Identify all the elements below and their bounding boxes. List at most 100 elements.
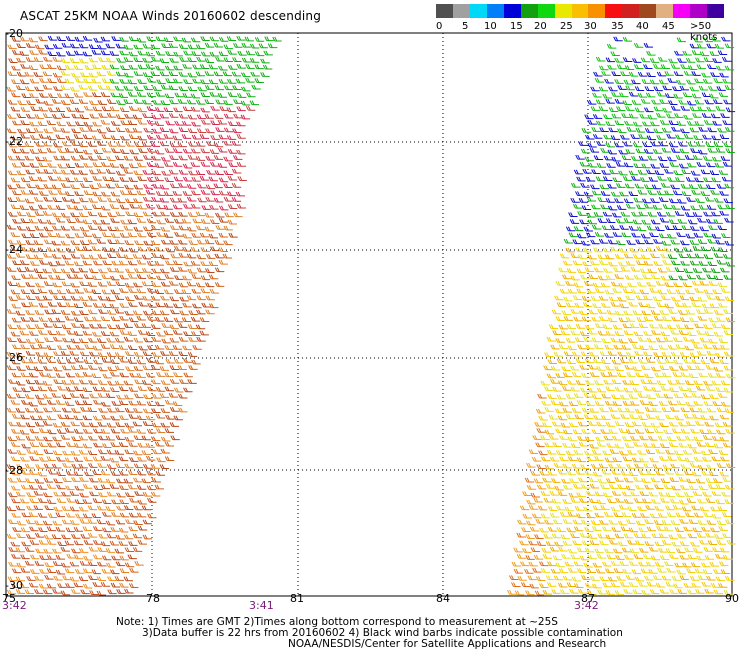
footnote-line-2: 3)Data buffer is 22 hrs from 20160602 4)… — [142, 627, 623, 639]
wind-barb — [617, 351, 627, 357]
wind-barb — [69, 86, 80, 92]
wind-barb — [666, 567, 676, 573]
wind-barb — [20, 189, 31, 195]
wind-barb — [702, 491, 712, 497]
wind-barb — [706, 407, 717, 413]
legend-swatch — [571, 4, 589, 18]
wind-barb — [11, 583, 21, 589]
wind-barb — [665, 492, 676, 498]
wind-barb — [656, 358, 666, 364]
wind-barb — [623, 533, 634, 539]
wind-barb — [631, 211, 641, 217]
wind-barb — [670, 239, 680, 245]
wind-barb — [681, 506, 692, 512]
wind-barb — [25, 295, 36, 301]
wind-barb — [61, 42, 71, 48]
wind-barb — [129, 203, 139, 209]
wind-barb — [717, 506, 728, 512]
footnotes: Note: 1) Times are GMT 2)Times along bot… — [116, 617, 623, 650]
wind-barb — [586, 99, 597, 105]
wind-barb — [120, 65, 130, 70]
wind-barb — [648, 491, 658, 497]
wind-barb — [643, 351, 653, 357]
wind-barb — [119, 512, 130, 518]
wind-barb — [118, 541, 128, 546]
wind-barb — [91, 204, 102, 210]
wind-barb — [620, 266, 631, 272]
wind-barb — [92, 191, 102, 197]
wind-barb — [7, 211, 18, 217]
wind-barb — [214, 85, 225, 91]
wind-barb — [550, 400, 561, 406]
wind-barb — [24, 155, 34, 161]
wind-barb — [57, 414, 67, 419]
wind-barb — [644, 519, 654, 524]
wind-barb — [73, 428, 84, 434]
wind-barb — [685, 309, 696, 315]
wind-barb — [111, 555, 121, 561]
wind-barb — [196, 56, 206, 62]
wind-barb — [596, 499, 606, 505]
wind-barb — [34, 310, 44, 315]
wind-barb — [598, 275, 608, 281]
wind-barb — [96, 141, 107, 146]
wind-barb — [34, 575, 44, 581]
wind-barb — [643, 42, 654, 48]
wind-barb — [646, 337, 657, 343]
wind-barb — [622, 323, 632, 329]
wind-barb — [511, 582, 521, 588]
wind-barb — [100, 316, 111, 322]
wind-barb — [660, 331, 671, 337]
wind-barb — [156, 372, 166, 377]
wind-barb — [564, 506, 575, 512]
wind-barb — [124, 72, 134, 78]
wind-barb — [145, 372, 156, 378]
wind-barb — [716, 259, 727, 265]
wind-barb — [11, 148, 21, 154]
wind-barb — [599, 576, 609, 582]
wind-barb — [698, 126, 708, 132]
wind-barb — [607, 149, 617, 155]
wind-barb — [611, 156, 621, 162]
wind-barb — [218, 78, 229, 84]
wind-barb — [546, 582, 557, 587]
wind-barb — [661, 240, 672, 246]
wind-barb — [240, 114, 251, 120]
wind-barb — [654, 484, 664, 489]
wind-barb — [133, 198, 143, 203]
wind-barb — [160, 268, 170, 274]
wind-barb — [218, 51, 229, 57]
wind-barb — [83, 316, 94, 322]
wind-barb — [617, 128, 627, 134]
wind-barb — [644, 406, 655, 412]
wind-barb — [572, 519, 583, 525]
wind-barb — [97, 226, 107, 231]
wind-barb — [608, 406, 618, 412]
wind-barb — [708, 281, 718, 286]
wind-barb — [625, 149, 635, 154]
wind-barb — [634, 408, 645, 414]
wind-barb — [38, 36, 48, 42]
wind-barb — [608, 463, 618, 469]
wind-barb — [7, 155, 18, 161]
wind-barb — [147, 287, 157, 293]
wind-barb — [641, 79, 652, 84]
wind-barb — [30, 289, 40, 295]
wind-barb — [92, 175, 102, 181]
wind-barb — [133, 282, 143, 288]
wind-barb — [178, 282, 189, 288]
wind-barb — [7, 184, 17, 190]
wind-barb — [142, 421, 153, 426]
wind-barb — [669, 162, 679, 167]
wind-barb — [232, 128, 242, 134]
wind-barb — [43, 463, 54, 469]
wind-barb — [588, 309, 598, 315]
wind-barb — [154, 163, 165, 168]
wind-barb — [703, 254, 714, 259]
wind-barb — [722, 120, 732, 125]
wind-barb — [693, 380, 703, 385]
wind-barb — [66, 273, 76, 279]
wind-barb — [78, 449, 89, 455]
wind-barb — [228, 65, 238, 70]
wind-barb — [516, 554, 527, 559]
